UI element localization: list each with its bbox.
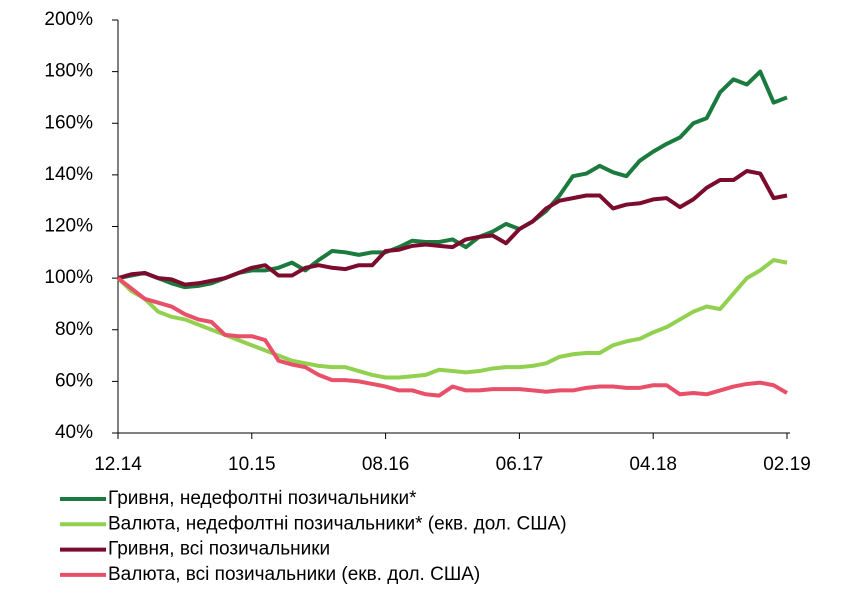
legend-label: Гривня, недефолтні позичальники* xyxy=(108,488,417,509)
y-tick-label: 80% xyxy=(55,319,93,340)
x-tick-label: 08.16 xyxy=(362,454,410,475)
x-tick-label: 06.17 xyxy=(496,454,544,475)
y-tick-label: 160% xyxy=(44,112,93,133)
y-tick-label: 60% xyxy=(55,370,93,391)
y-tick-label: 140% xyxy=(44,164,93,185)
x-tick-label: 02.19 xyxy=(763,454,811,475)
series-line xyxy=(116,276,789,398)
y-tick-label: 120% xyxy=(44,216,93,237)
y-tick-label: 40% xyxy=(55,422,93,443)
y-tick-label: 100% xyxy=(44,267,93,288)
x-tick-label: 10.15 xyxy=(228,454,276,475)
series-line xyxy=(117,69,788,290)
y-tick-label: 180% xyxy=(44,61,93,82)
y-tick-label: 200% xyxy=(44,9,93,30)
legend-label: Гривня, всі позичальники xyxy=(108,539,330,560)
x-tick-label: 12.14 xyxy=(94,454,142,475)
legend-label: Валюта, всі позичальники (екв. дол. США) xyxy=(108,564,480,585)
legend-label: Валюта, недефолтні позичальники* (екв. д… xyxy=(108,513,567,534)
x-tick-label: 04.18 xyxy=(629,454,677,475)
series-line xyxy=(117,169,788,287)
